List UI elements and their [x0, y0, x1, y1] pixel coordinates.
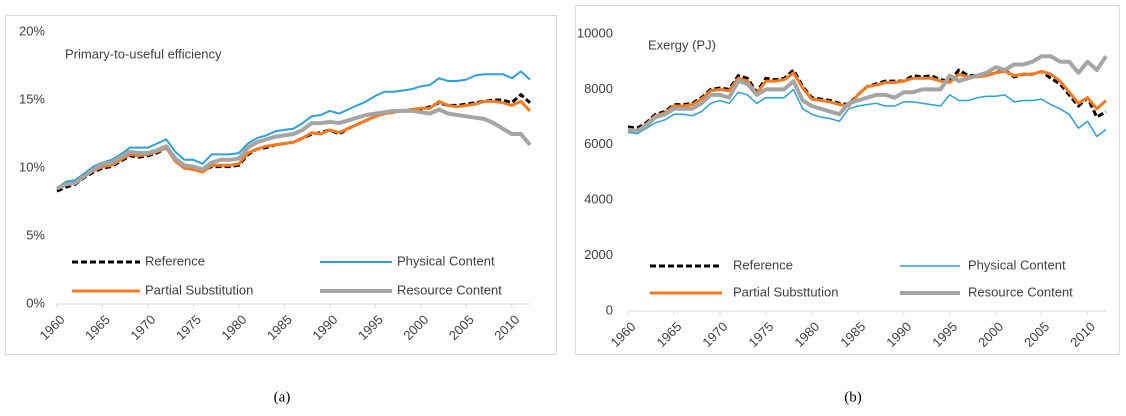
- y-tick-label: 6000: [584, 136, 613, 151]
- x-tick-label: 1985: [264, 312, 295, 343]
- series-line: [56, 107, 532, 191]
- x-tick-label: 1985: [837, 319, 868, 350]
- caption: (b): [844, 389, 862, 405]
- y-tick-label: 4000: [584, 192, 613, 207]
- x-tick-label: 1970: [127, 312, 158, 343]
- legend-label: Resource Content: [968, 284, 1073, 299]
- x-tick-label: 1965: [82, 312, 113, 343]
- caption: (a): [274, 389, 291, 405]
- x-tick-label: 2010: [491, 312, 522, 343]
- x-tick-label: 1980: [218, 312, 249, 343]
- y-tick-label: 0%: [26, 295, 45, 310]
- panel-border: [575, 5, 1120, 355]
- x-tick-label: 1970: [699, 319, 730, 350]
- x-tick-label: 1960: [607, 319, 638, 350]
- x-tick-label: 2000: [400, 312, 431, 343]
- y-tick-label: 20%: [19, 23, 45, 38]
- x-tick-label: 1995: [929, 319, 960, 350]
- legend-label: Physical Content: [397, 253, 495, 268]
- x-tick-label: 2005: [446, 312, 477, 343]
- x-tick-label: 1975: [745, 319, 776, 350]
- x-tick-label: 1995: [355, 312, 386, 343]
- annotation: Primary-to-useful efficiency: [65, 46, 222, 61]
- series-line: [56, 70, 531, 190]
- legend-label: Partial Substtution: [733, 284, 839, 299]
- x-tick-label: 2005: [1021, 319, 1052, 350]
- y-tick-label: 15%: [19, 91, 45, 106]
- x-tick-label: 2000: [975, 319, 1006, 350]
- panel-border: [5, 15, 557, 355]
- series-line: [56, 99, 532, 190]
- series-line: [627, 69, 1108, 133]
- x-tick-label: 1965: [653, 319, 684, 350]
- x-tick-label: 1975: [173, 312, 204, 343]
- x-tick-label: 1960: [36, 312, 67, 343]
- x-tick-label: 1990: [309, 312, 340, 343]
- series-line: [627, 88, 1107, 138]
- x-tick-label: 1990: [883, 319, 914, 350]
- y-tick-label: 0: [606, 302, 613, 317]
- legend-label: Partial Substitution: [145, 282, 253, 297]
- annotation: Exergy (PJ): [648, 37, 716, 52]
- legend-label: Reference: [733, 257, 793, 272]
- y-tick-label: 5%: [26, 227, 45, 242]
- legend-label: Physical Content: [968, 257, 1066, 272]
- y-tick-label: 2000: [584, 247, 613, 262]
- x-tick-label: 2010: [1067, 319, 1098, 350]
- legend-label: Resource Content: [397, 282, 502, 297]
- legend-label: Reference: [145, 253, 205, 268]
- y-tick-label: 8000: [584, 81, 613, 96]
- y-tick-label: 10000: [577, 25, 613, 40]
- y-tick-label: 10%: [19, 159, 45, 174]
- x-tick-label: 1980: [791, 319, 822, 350]
- series-line: [627, 54, 1108, 133]
